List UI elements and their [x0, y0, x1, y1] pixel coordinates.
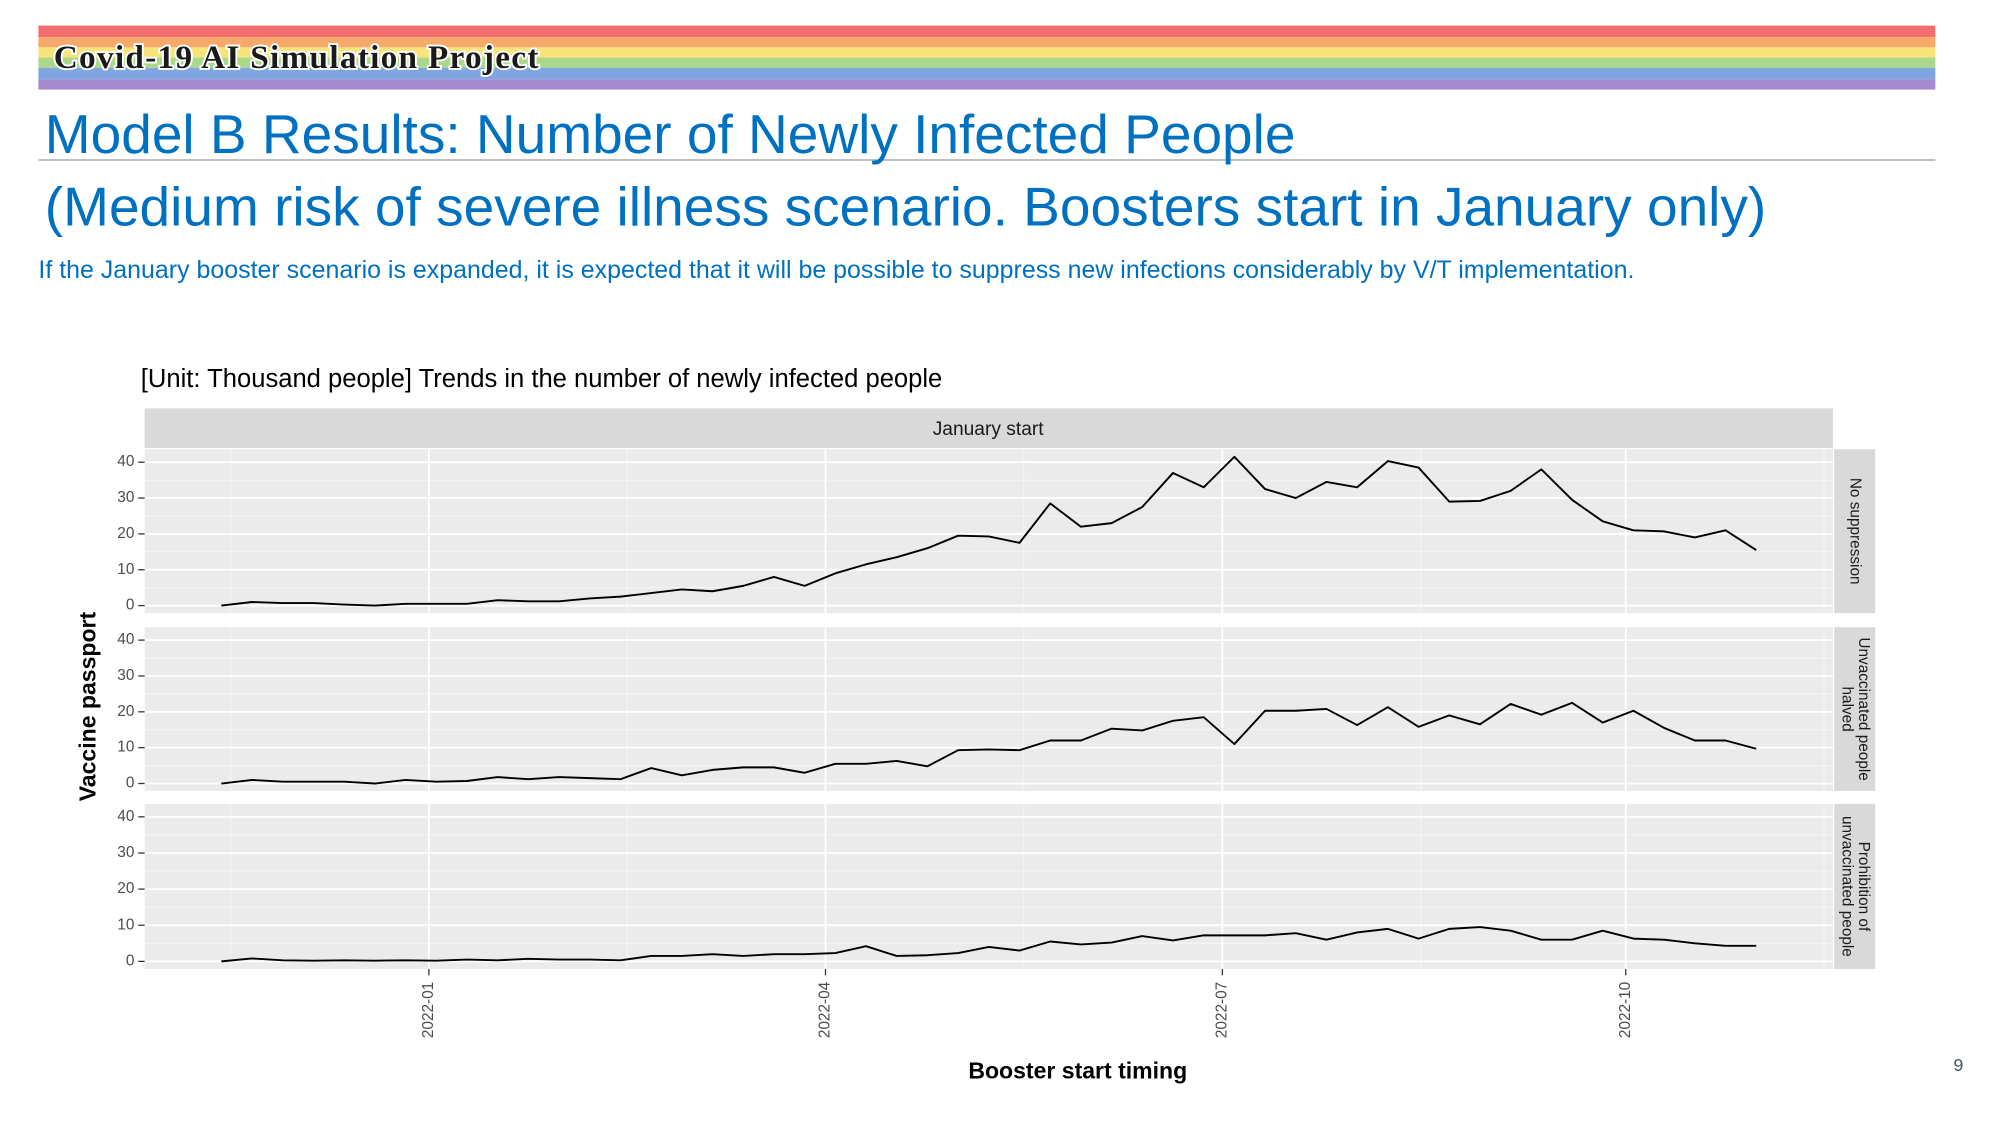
y-tick-label: 0: [126, 775, 135, 792]
panel-background: [144, 449, 1833, 614]
y-tick-label: 10: [117, 916, 134, 933]
y-tick-label: 40: [117, 808, 134, 825]
y-tick-label: 0: [126, 952, 135, 969]
y-tick-label: 20: [117, 703, 134, 720]
stripe: [38, 37, 1936, 48]
facet-strip: [1834, 449, 1876, 614]
slide-subtitle: (Medium risk of severe illness scenario.…: [45, 176, 1766, 238]
stripe: [38, 67, 1936, 80]
slide-title: Model B Results: Number of Newly Infecte…: [45, 103, 1296, 165]
description: If the January booster scenario is expan…: [38, 256, 1634, 284]
facet-label: Unvaccinated people: [1855, 637, 1872, 780]
banner-title: Covid-19 AI Simulation Project: [54, 39, 540, 76]
y-tick-label: 30: [117, 489, 134, 506]
facet-label: halved: [1838, 686, 1855, 731]
x-tick-label: 2022-07: [1213, 982, 1230, 1038]
y-tick-label: 40: [117, 631, 134, 648]
panel-background: [144, 803, 1833, 969]
series-line: [221, 926, 1757, 963]
strip-label: January start: [933, 419, 1045, 440]
y-tick-label: 10: [117, 561, 134, 578]
x-tick-label: 2022-04: [817, 981, 834, 1038]
x-axis-label: Booster start timing: [968, 1058, 1187, 1084]
facet-label: No suppression: [1847, 478, 1864, 585]
series-line: [221, 701, 1757, 785]
panel-background: [144, 627, 1833, 792]
page-number: 9: [1953, 1055, 1963, 1075]
facet-label: unvaccinated people: [1838, 816, 1855, 957]
facet-strip: [1834, 803, 1876, 969]
y-tick-label: 0: [126, 597, 135, 614]
stripe: [38, 25, 1936, 38]
x-tick-label: 2022-10: [1617, 982, 1634, 1038]
stripe: [38, 79, 1936, 90]
top-strip: [144, 408, 1833, 449]
stripe: [38, 57, 1936, 68]
series-line: [221, 455, 1757, 607]
facet-label: Prohibition of: [1855, 842, 1872, 932]
chart-title: [Unit: Thousand people] Trends in the nu…: [141, 365, 943, 393]
y-tick-label: 30: [117, 667, 134, 684]
y-tick-label: 20: [117, 525, 134, 542]
y-tick-label: 10: [117, 739, 134, 756]
x-tick-label: 2022-01: [420, 982, 437, 1038]
facet-strip: [1834, 627, 1876, 792]
y-tick-label: 20: [117, 880, 134, 897]
y-tick-label: 30: [117, 844, 134, 861]
banner: Covid-19 AI Simulation Project: [38, 25, 1936, 90]
y-tick-label: 40: [117, 453, 134, 470]
y-axis-label: Vaccine passport: [75, 612, 101, 802]
stripe: [38, 47, 1936, 58]
